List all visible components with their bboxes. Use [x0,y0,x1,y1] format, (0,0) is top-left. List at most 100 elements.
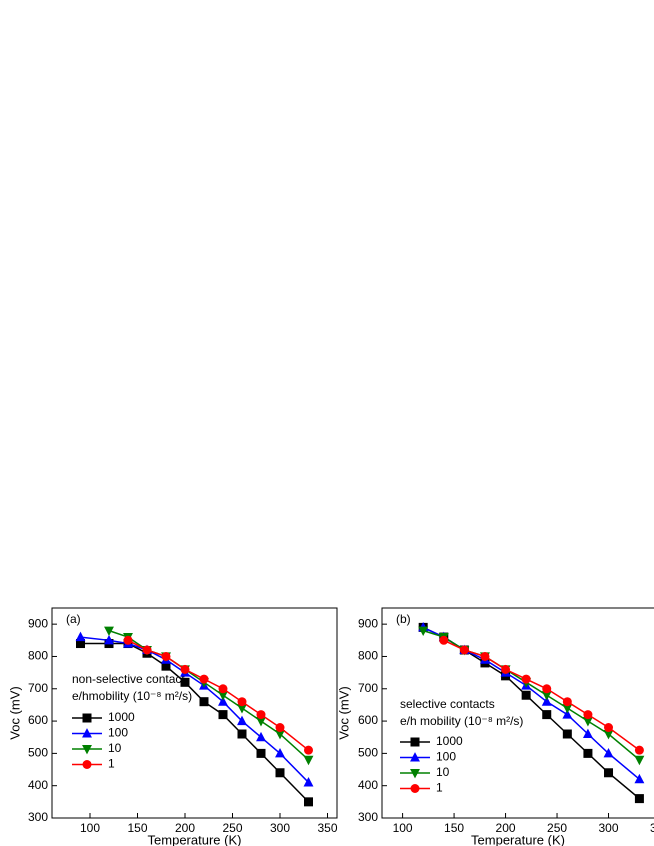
marker [218,696,228,706]
legend-label: 1000 [436,734,463,748]
marker [76,639,85,649]
marker [480,651,490,661]
x-tick-label: 100 [393,821,413,835]
marker [562,729,572,739]
x-tick-label: 250 [547,821,567,835]
marker [541,696,552,706]
marker [82,728,92,738]
y-tick-label: 700 [28,681,48,695]
y-tick-label: 400 [28,778,48,792]
y-tick-label: 800 [358,649,378,663]
y-axis-label: Voc (mV) [7,686,22,739]
marker [218,710,228,720]
marker [542,684,552,694]
marker [237,704,247,714]
y-axis-label: Voc (mV) [336,686,351,739]
marker [256,717,266,727]
marker [604,768,614,778]
marker [275,729,285,740]
marker [123,635,133,645]
x-axis-label: Temperature (K) [471,832,565,846]
x-tick-label: 350 [650,821,654,835]
legend-title: non-selective contact [72,672,185,686]
marker [304,797,313,807]
y-tick-label: 600 [28,713,48,727]
legend-label: 10 [436,765,450,779]
marker [256,731,266,742]
y-tick-label: 600 [358,713,378,727]
legend-label: 1 [436,781,443,795]
legend-label: 10 [108,741,122,755]
marker [410,784,420,793]
y-tick-label: 300 [358,810,378,824]
series-line [127,639,309,751]
marker [303,777,314,787]
x-tick-label: 200 [175,821,195,835]
x-tick-label: 250 [222,821,242,835]
marker [542,710,552,720]
marker [582,717,593,727]
marker [583,710,593,720]
marker [75,631,86,642]
marker [82,713,92,723]
y-tick-label: 400 [358,778,378,792]
marker [634,755,645,766]
marker [82,744,92,755]
marker [275,723,285,733]
marker [180,664,190,674]
y-tick-label: 800 [28,649,48,663]
marker [634,745,644,755]
x-axis-label: Temperature (K) [148,832,242,846]
marker [582,728,593,739]
x-tick-label: 300 [270,821,290,835]
marker [410,737,420,747]
legend-label: 100 [436,750,456,764]
marker [562,697,572,707]
legend-label: 100 [108,726,128,740]
legend-title: selective contacts [400,697,495,711]
legend-title: e/hmobility (10⁻⁸ m²/s) [72,689,192,703]
legend-title: e/h mobility (10⁻⁸ m²/s) [400,714,523,728]
x-tick-label: 200 [496,821,516,835]
marker [256,710,266,720]
marker [634,773,645,784]
marker [218,691,228,701]
marker [634,794,644,804]
y-tick-label: 900 [28,616,48,630]
marker [459,645,469,655]
marker [562,709,573,719]
y-tick-label: 700 [358,681,378,695]
marker [161,661,171,671]
marker [218,684,228,694]
marker [256,748,266,758]
y-tick-label: 900 [358,616,378,630]
x-tick-label: 150 [127,821,147,835]
y-tick-label: 500 [28,746,48,760]
marker [142,645,152,655]
marker [562,704,573,714]
marker [180,677,190,687]
marker [439,635,449,645]
marker [418,626,429,637]
marker [603,729,614,740]
series-line [443,639,640,751]
marker [161,651,171,661]
marker [521,674,531,684]
marker [303,755,314,766]
marker [199,697,209,707]
marker [237,729,247,739]
marker [275,768,285,778]
marker [521,690,531,700]
legend-label: 1000 [108,710,135,724]
marker [275,747,285,758]
plot-frame [51,607,338,819]
marker [410,752,420,762]
marker [603,747,614,758]
x-tick-label: 150 [444,821,464,835]
marker [501,664,511,674]
marker [304,745,313,755]
x-tick-label: 100 [80,821,100,835]
marker [104,634,114,645]
marker [104,626,114,637]
